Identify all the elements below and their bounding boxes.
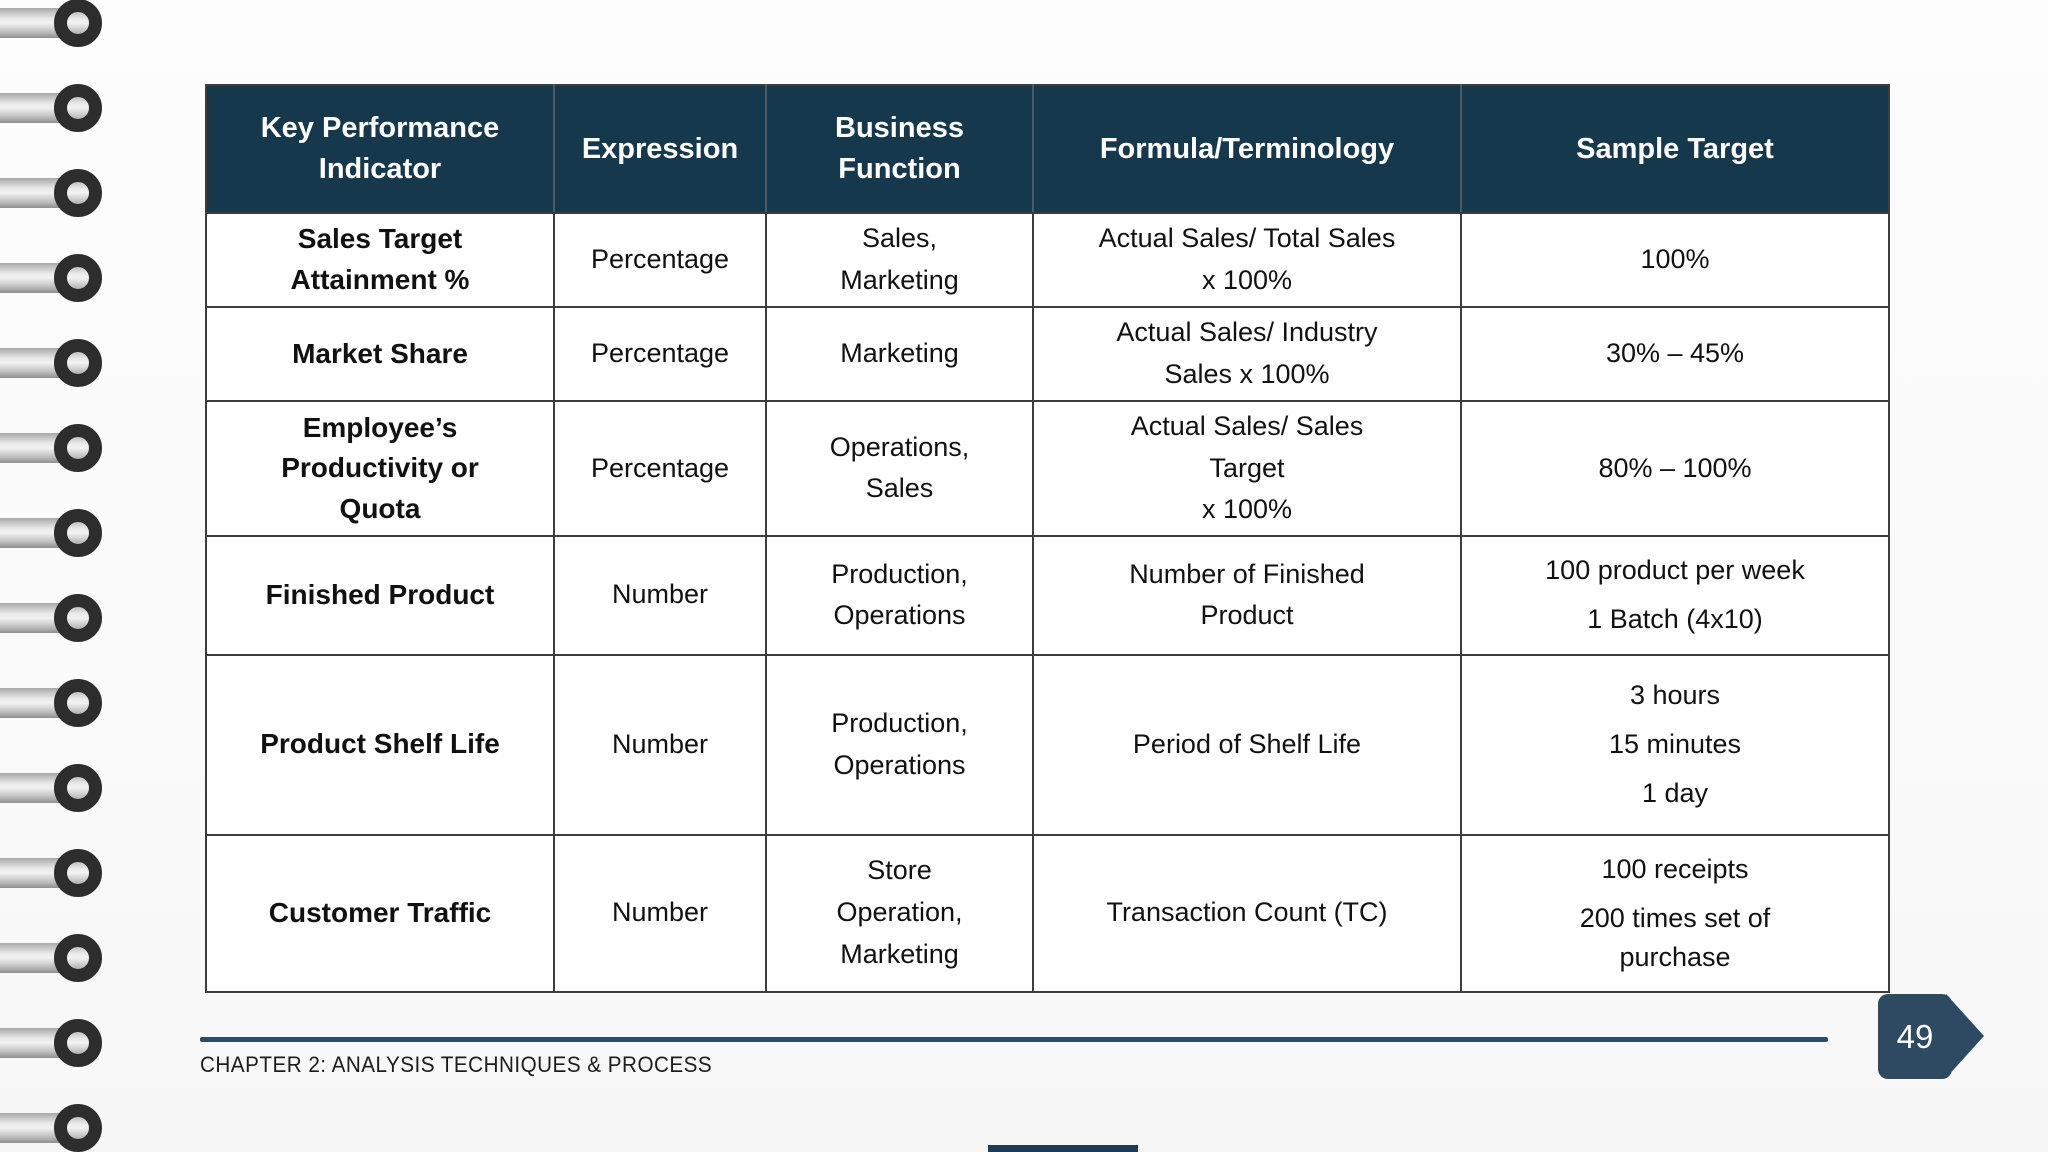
binding-ring-icon xyxy=(54,169,102,217)
spiral-binding-ring xyxy=(0,320,130,406)
binding-ring-icon xyxy=(54,0,102,47)
binding-ring-icon xyxy=(54,764,102,812)
target-paragraph: 1 Batch (4x10) xyxy=(1587,604,1763,635)
footer-divider-line xyxy=(200,1037,1828,1042)
cell-function: Operations, Sales xyxy=(765,399,1034,538)
table-header-row: Key Performance Indicator Expression Busin… xyxy=(205,84,1890,214)
cell-target: 30% – 45% xyxy=(1460,306,1890,402)
binding-ring-icon xyxy=(54,1104,102,1152)
cell-expression: Percentage xyxy=(553,306,767,402)
spiral-binding-ring xyxy=(0,745,130,831)
cell-target: 100 receipts 200 times set of purchase xyxy=(1460,833,1890,993)
target-paragraph: 100 receipts xyxy=(1601,853,1749,884)
cell-kpi: Employee’s Productivity or Quota xyxy=(205,399,555,538)
table-row: Product Shelf Life Number Production, Oper… xyxy=(205,653,1890,836)
cell-expression: Number xyxy=(553,833,767,993)
column-header: Key Performance Indicator xyxy=(205,84,555,214)
column-header: Sample Target xyxy=(1460,84,1890,214)
chapter-footer-label: CHAPTER 2: ANALYSIS TECHNIQUES & PROCESS xyxy=(200,1052,713,1077)
page-number: 49 xyxy=(1896,1017,1934,1055)
spiral-binding-ring xyxy=(0,1085,130,1152)
binding-ring-icon xyxy=(54,1019,102,1067)
column-header: Business Function xyxy=(765,84,1034,214)
cell-target: 3 hours 15 minutes 1 day xyxy=(1460,653,1890,836)
table-row: Employee’s Productivity or Quota Percenta… xyxy=(205,399,1890,538)
cell-expression: Percentage xyxy=(553,212,767,308)
cell-formula: Actual Sales/ Sales Target x 100% xyxy=(1032,399,1462,538)
binding-ring-icon xyxy=(54,84,102,132)
cell-expression: Percentage xyxy=(553,399,767,538)
spiral-binding-ring xyxy=(0,830,130,916)
cell-function: Sales, Marketing xyxy=(765,212,1034,308)
column-header: Expression xyxy=(553,84,767,214)
cell-expression: Number xyxy=(553,535,767,656)
cell-function: Marketing xyxy=(765,306,1034,402)
cell-kpi: Finished Product xyxy=(205,535,555,656)
target-paragraph: 200 times set of purchase xyxy=(1579,902,1771,972)
cell-function: Production, Operations xyxy=(765,535,1034,656)
spiral-binding-ring xyxy=(0,0,130,66)
binding-ring-icon xyxy=(54,679,102,727)
target-paragraph: 1 day xyxy=(1641,778,1709,809)
cell-formula: Number of Finished Product xyxy=(1032,535,1462,656)
cell-function: Production, Operations xyxy=(765,653,1034,836)
column-header: Formula/Terminology xyxy=(1032,84,1462,214)
spiral-binding-ring xyxy=(0,490,130,576)
binding-ring-icon xyxy=(54,594,102,642)
cell-kpi: Customer Traffic xyxy=(205,833,555,993)
spiral-binding xyxy=(0,0,130,1152)
table-row: Market Share Percentage Marketing Actual Sa… xyxy=(205,306,1890,402)
spiral-binding-ring xyxy=(0,915,130,1001)
target-paragraph: 100 product per week xyxy=(1545,555,1805,586)
binding-ring-icon xyxy=(54,339,102,387)
cell-target: 80% – 100% xyxy=(1460,399,1890,538)
spiral-binding-ring xyxy=(0,575,130,661)
spiral-binding-ring xyxy=(0,1000,130,1086)
binding-ring-icon xyxy=(54,254,102,302)
cell-kpi: Sales Target Attainment % xyxy=(205,212,555,308)
spiral-binding-ring xyxy=(0,65,130,151)
badge-arrow-icon xyxy=(1946,994,1984,1078)
bottom-accent-strip xyxy=(988,1145,1138,1152)
cell-target: 100 product per week 1 Batch (4x10) xyxy=(1460,535,1890,656)
spiral-binding-ring xyxy=(0,405,130,491)
table-row: Customer Traffic Number Store Operation, M… xyxy=(205,833,1890,993)
binding-ring-icon xyxy=(54,424,102,472)
spiral-binding-ring xyxy=(0,150,130,236)
spiral-binding-ring xyxy=(0,660,130,746)
table-row: Sales Target Attainment % Percentage Sales… xyxy=(205,212,1890,308)
cell-formula: Actual Sales/ Industry Sales x 100% xyxy=(1032,306,1462,402)
cell-formula: Period of Shelf Life xyxy=(1032,653,1462,836)
cell-formula: Transaction Count (TC) xyxy=(1032,833,1462,993)
page-number-badge: 49 xyxy=(1878,994,1984,1079)
target-paragraph: 100% xyxy=(1640,244,1710,275)
kpi-table: Key Performance Indicator Expression Busin… xyxy=(205,84,1890,993)
table-row: Finished Product Number Production, Operat… xyxy=(205,535,1890,656)
spiral-binding-ring xyxy=(0,235,130,321)
cell-kpi: Product Shelf Life xyxy=(205,653,555,836)
target-paragraph: 3 hours xyxy=(1629,679,1721,710)
target-paragraph: 15 minutes xyxy=(1608,728,1742,759)
binding-ring-icon xyxy=(54,849,102,897)
cell-target: 100% xyxy=(1460,212,1890,308)
cell-function: Store Operation, Marketing xyxy=(765,833,1034,993)
binding-ring-icon xyxy=(54,509,102,557)
cell-expression: Number xyxy=(553,653,767,836)
cell-kpi: Market Share xyxy=(205,306,555,402)
target-paragraph: 80% – 100% xyxy=(1598,452,1752,483)
target-paragraph: 30% – 45% xyxy=(1605,338,1745,369)
cell-formula: Actual Sales/ Total Sales x 100% xyxy=(1032,212,1462,308)
binding-ring-icon xyxy=(54,934,102,982)
